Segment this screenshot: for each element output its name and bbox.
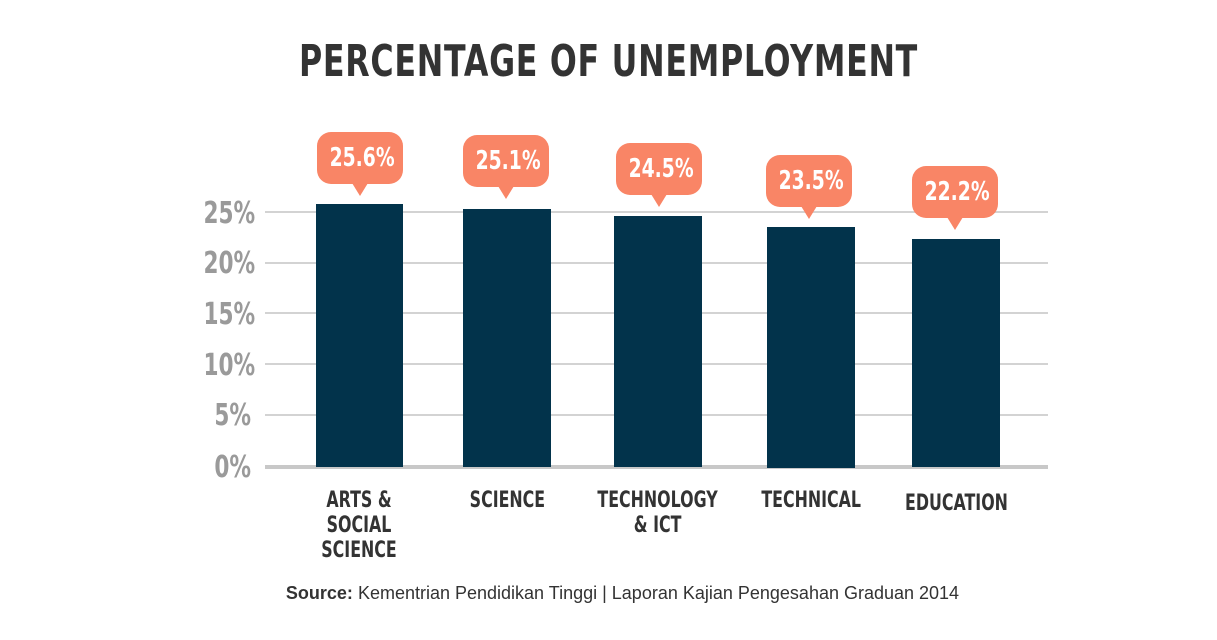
y-tick-5: 5% <box>214 398 251 433</box>
y-tick-0: 0% <box>214 450 251 485</box>
source-note: Source: Kementrian Pendidikan Tinggi | L… <box>0 583 1217 604</box>
x-label-science: SCIENCE <box>469 488 545 513</box>
source-label: Source: <box>285 583 353 603</box>
source-text: Kementrian Pendidikan Tinggi | Laporan K… <box>357 583 960 603</box>
bar-arts-social-science <box>316 204 403 467</box>
y-tick-15: 15% <box>203 297 256 332</box>
y-tick-10: 10% <box>203 348 256 383</box>
bar-education <box>912 239 1000 467</box>
x-label-technical: TECHNICAL <box>761 488 861 513</box>
y-tick-20: 20% <box>203 246 256 281</box>
value-bubble: 25.1% <box>463 135 549 199</box>
bar-science <box>463 209 551 467</box>
x-axis-baseline <box>265 465 1048 469</box>
bar-technology-ict <box>614 216 702 467</box>
y-tick-25: 25% <box>203 196 256 231</box>
x-label-technology-ict: TECHNOLOGY & ICT <box>597 488 719 538</box>
x-label-arts-social-science: ARTS & SOCIAL SCIENCE <box>321 488 397 563</box>
bar-technical <box>767 227 855 468</box>
value-bubble: 23.5% <box>766 155 852 219</box>
x-label-education: EDUCATION <box>904 491 1008 516</box>
gridline-25 <box>265 211 1048 213</box>
value-bubble: 22.2% <box>912 166 998 230</box>
chart-title: PERCENTAGE OF UNEMPLOYMENT <box>298 36 919 87</box>
value-bubble: 24.5% <box>616 143 702 207</box>
value-bubble: 25.6% <box>317 132 403 196</box>
